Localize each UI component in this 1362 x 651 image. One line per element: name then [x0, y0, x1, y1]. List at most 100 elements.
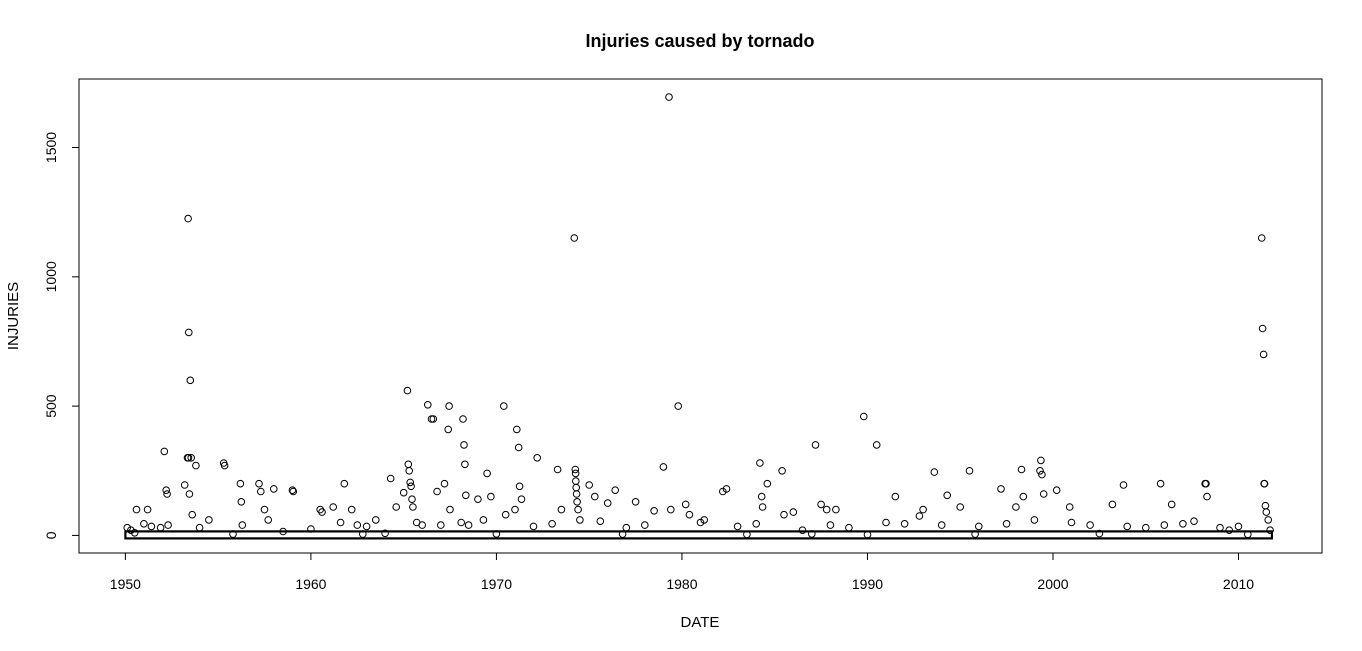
data-point: [1123, 522, 1131, 531]
data-point: [1190, 517, 1198, 526]
data-point: [1167, 500, 1176, 509]
data-point: [257, 487, 265, 496]
data-point: [674, 402, 683, 410]
data-point: [406, 478, 415, 487]
data-point: [237, 498, 246, 506]
data-point: [574, 505, 582, 514]
data-point: [185, 328, 193, 337]
chart-title: Injuries caused by tornado: [585, 31, 814, 51]
data-point: [487, 492, 495, 501]
data-point: [1002, 520, 1011, 528]
data-point: [997, 485, 1005, 493]
data-point: [316, 505, 325, 514]
data-point: [1257, 234, 1266, 242]
x-axis: 1950 1960 1970 1980 1990 2000 2010: [110, 552, 1254, 592]
data-point: [500, 402, 508, 410]
data-point: [408, 495, 416, 504]
data-point: [1179, 520, 1187, 528]
data-point: [1052, 486, 1061, 495]
data-point: [571, 465, 580, 474]
data-point: [1119, 481, 1128, 489]
data-point: [1202, 479, 1210, 488]
data-point: [479, 516, 488, 524]
data-point: [164, 521, 172, 529]
data-point: [255, 479, 263, 488]
data-point: [570, 234, 579, 242]
data-point: [1260, 479, 1269, 488]
data-point: [1203, 492, 1211, 501]
data-point: [733, 522, 742, 531]
data-point: [260, 505, 269, 514]
data-point: [459, 415, 467, 423]
data-point: [162, 486, 170, 495]
data-point: [798, 526, 807, 535]
data-point: [192, 461, 200, 470]
data-point: [362, 522, 371, 531]
data-point: [1036, 467, 1044, 475]
data-point: [930, 468, 939, 476]
data-point: [460, 441, 468, 449]
data-point: [832, 505, 840, 514]
x-tick-label: 1960: [295, 576, 326, 592]
data-point: [1234, 522, 1243, 531]
data-point: [975, 522, 983, 531]
data-point: [665, 93, 673, 101]
data-point: [462, 491, 470, 500]
data-point: [533, 454, 542, 462]
data-point: [965, 467, 974, 475]
data-point: [501, 510, 510, 519]
data-point: [515, 482, 524, 491]
y-axis-label: INJURIES: [5, 282, 22, 350]
data-point: [780, 510, 788, 519]
data-point: [1017, 465, 1026, 474]
data-point: [143, 505, 152, 514]
data-point: [845, 523, 853, 532]
data-point: [405, 467, 414, 475]
data-point: [353, 521, 362, 529]
data-point: [1142, 523, 1150, 532]
data-point: [186, 376, 195, 385]
y-tick-label: 1000: [43, 261, 59, 292]
data-point: [517, 495, 526, 504]
data-point: [403, 386, 412, 395]
data-point: [514, 443, 523, 452]
data-point: [826, 521, 835, 529]
data-point: [1261, 501, 1270, 510]
data-point: [548, 520, 556, 528]
data-point: [900, 520, 909, 528]
y-tick-label: 1500: [43, 132, 59, 163]
data-point: [205, 516, 213, 524]
data-point: [372, 516, 380, 524]
data-point: [340, 479, 349, 488]
data-point: [572, 477, 580, 485]
data-point: [557, 505, 566, 514]
data-point: [811, 441, 820, 449]
x-tick-label: 1950: [110, 576, 141, 592]
data-point: [127, 526, 135, 535]
y-tick-label: 500: [43, 394, 59, 418]
data-point: [185, 490, 194, 498]
data-point: [1259, 350, 1268, 359]
data-point: [429, 415, 438, 423]
data-point: [882, 518, 890, 527]
data-point: [572, 483, 581, 492]
data-point: [220, 461, 229, 470]
data-point: [329, 503, 338, 511]
data-point: [336, 518, 345, 527]
data-point: [381, 529, 389, 538]
x-axis-label: DATE: [681, 614, 720, 631]
data-point: [860, 412, 868, 421]
data-point: [399, 488, 408, 497]
data-point: [140, 520, 148, 528]
data-point: [1038, 470, 1046, 479]
data-point: [238, 521, 247, 529]
data-point: [1039, 490, 1048, 498]
data-point: [1037, 456, 1045, 465]
y-axis: 0 500 1000 1500: [43, 132, 80, 539]
plot-frame: [78, 78, 1323, 554]
dense-point-band: [124, 530, 1274, 540]
data-point: [681, 500, 690, 509]
data-point: [1266, 526, 1274, 535]
data-point: [591, 492, 599, 501]
data-point: [483, 469, 491, 478]
